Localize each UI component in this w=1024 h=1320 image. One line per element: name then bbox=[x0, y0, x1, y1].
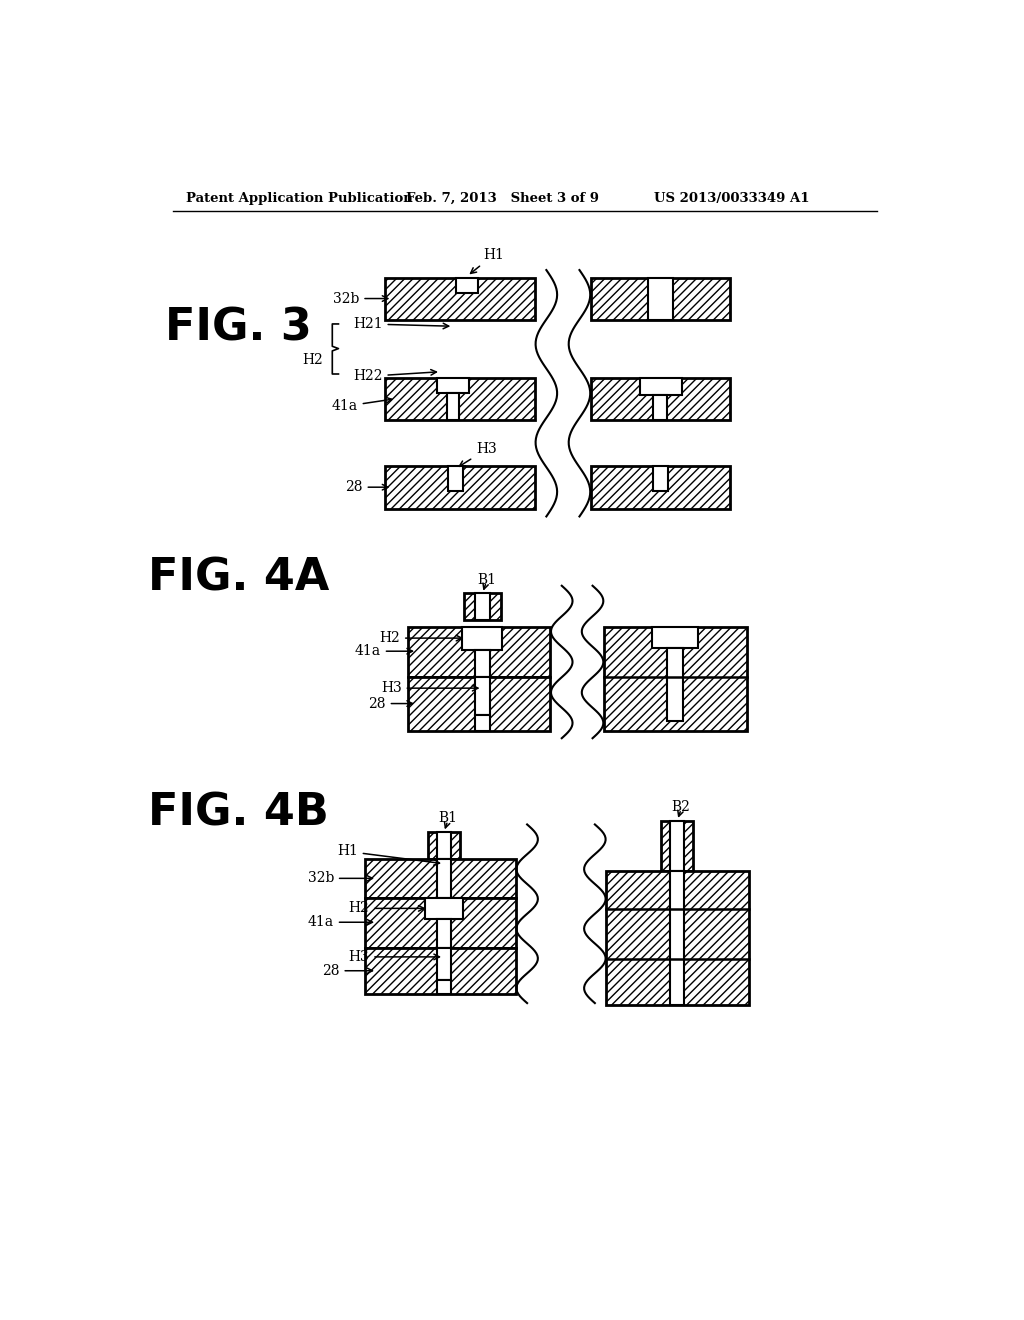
Text: B2: B2 bbox=[672, 800, 690, 813]
Text: 28: 28 bbox=[322, 964, 373, 978]
Bar bbox=[464, 594, 501, 620]
Bar bbox=[653, 395, 668, 420]
Bar bbox=[408, 627, 550, 677]
Text: H21: H21 bbox=[353, 317, 449, 331]
Bar bbox=[591, 378, 730, 420]
Text: Feb. 7, 2013   Sheet 3 of 9: Feb. 7, 2013 Sheet 3 of 9 bbox=[407, 191, 599, 205]
Bar bbox=[648, 277, 673, 321]
Text: H1: H1 bbox=[337, 845, 439, 865]
Bar bbox=[463, 627, 503, 649]
Text: B1: B1 bbox=[438, 812, 458, 825]
Bar bbox=[604, 627, 746, 730]
Bar bbox=[366, 859, 515, 898]
Bar bbox=[385, 378, 535, 420]
Text: H2: H2 bbox=[348, 902, 424, 915]
Text: 28: 28 bbox=[369, 697, 413, 710]
Text: H2: H2 bbox=[379, 631, 462, 645]
Bar bbox=[606, 871, 749, 1006]
Bar bbox=[475, 677, 490, 715]
Bar bbox=[591, 277, 730, 321]
Text: 32b: 32b bbox=[333, 292, 388, 305]
Bar bbox=[640, 378, 682, 395]
Bar bbox=[437, 948, 451, 979]
Bar bbox=[662, 821, 693, 871]
Text: H3: H3 bbox=[348, 950, 439, 964]
Text: H3: H3 bbox=[460, 442, 497, 466]
Bar bbox=[671, 821, 684, 871]
Bar bbox=[366, 898, 515, 948]
Bar bbox=[591, 466, 730, 508]
Text: FIG. 4A: FIG. 4A bbox=[147, 557, 329, 599]
Text: US 2013/0033349 A1: US 2013/0033349 A1 bbox=[654, 191, 810, 205]
Bar bbox=[428, 832, 460, 859]
Bar bbox=[447, 393, 460, 420]
Text: H1: H1 bbox=[471, 248, 505, 273]
Bar bbox=[475, 715, 490, 730]
Text: B1: B1 bbox=[477, 573, 496, 586]
Bar bbox=[475, 594, 490, 620]
Bar bbox=[652, 466, 668, 491]
Bar bbox=[385, 466, 535, 508]
Bar bbox=[437, 832, 451, 859]
Text: H22: H22 bbox=[353, 370, 436, 383]
Bar bbox=[408, 677, 550, 730]
Text: 41a: 41a bbox=[307, 915, 373, 929]
Bar bbox=[437, 919, 451, 948]
Bar bbox=[425, 898, 463, 919]
Bar bbox=[385, 277, 535, 321]
Text: FIG. 3: FIG. 3 bbox=[165, 306, 311, 350]
Bar bbox=[652, 627, 698, 648]
Bar bbox=[437, 378, 469, 393]
Bar bbox=[457, 277, 478, 293]
Bar bbox=[437, 979, 451, 994]
Bar bbox=[437, 859, 451, 898]
Text: Patent Application Publication: Patent Application Publication bbox=[186, 191, 413, 205]
Text: 32b: 32b bbox=[307, 871, 373, 886]
Text: 41a: 41a bbox=[332, 397, 392, 413]
Text: H3: H3 bbox=[381, 681, 478, 696]
Bar bbox=[447, 466, 463, 491]
Text: 41a: 41a bbox=[354, 644, 413, 659]
Bar bbox=[668, 648, 683, 721]
Text: H2: H2 bbox=[302, 354, 323, 367]
Text: FIG. 4B: FIG. 4B bbox=[147, 792, 329, 834]
Bar bbox=[475, 649, 490, 677]
Bar bbox=[366, 948, 515, 994]
Bar bbox=[671, 871, 684, 1006]
Text: 28: 28 bbox=[345, 480, 388, 494]
